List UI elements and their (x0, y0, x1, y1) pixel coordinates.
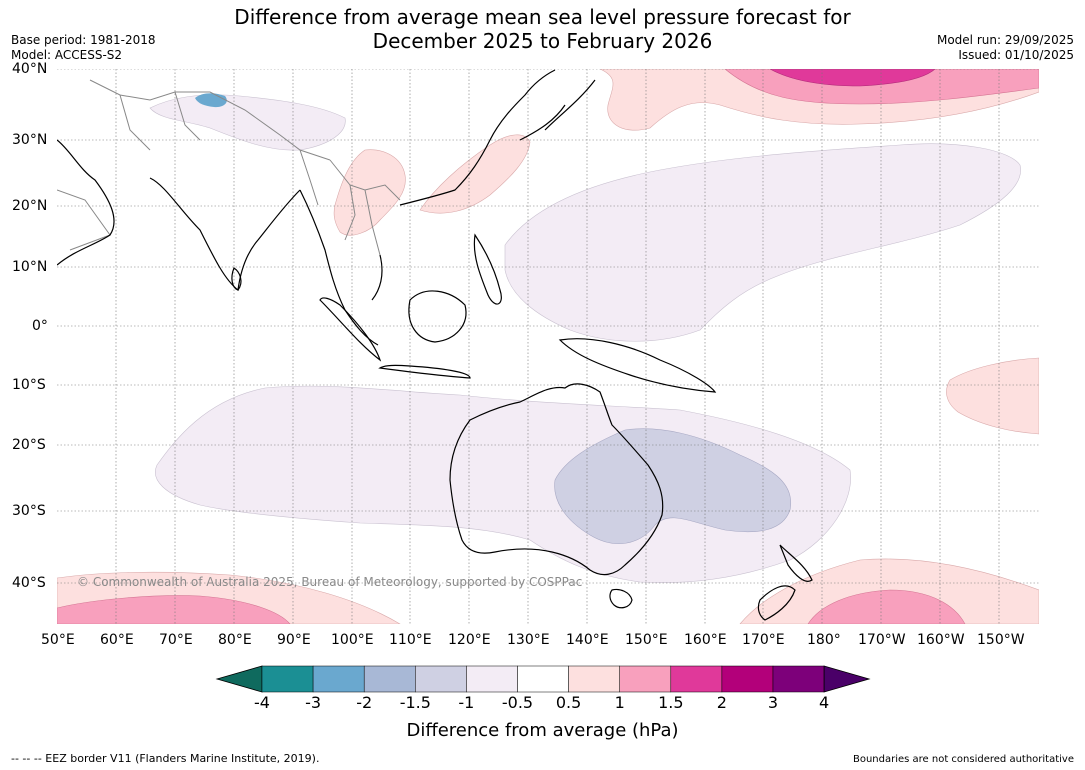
anomaly-region-north-pacific (504, 143, 1021, 342)
lon-label-170w: 170°W (858, 632, 906, 648)
lon-label-90e: 90°E (277, 632, 311, 648)
colorbar-tick-label: -3 (305, 693, 322, 712)
new-zealand-coast (757, 544, 813, 621)
colorbar-tick-label: -4 (254, 693, 270, 712)
coastlines (57, 69, 813, 621)
anomaly-region-north-pacific-1-5 (769, 69, 936, 87)
java-coast (378, 364, 471, 379)
colorbar-segment (517, 665, 569, 693)
lat-label-0: 0° (32, 318, 48, 334)
lon-label-70e: 70°E (159, 632, 193, 648)
lon-label-120e: 120°E (448, 632, 491, 648)
colorbar-tick-label: 1.5 (658, 693, 684, 712)
eez-note: -- -- -- EEZ border V11 (Flanders Marine… (11, 752, 320, 765)
colorbar-segment (415, 665, 467, 693)
lon-label-150e: 150°E (625, 632, 668, 648)
model-name: Model: ACCESS-S2 (11, 48, 123, 62)
anomaly-region-australia (554, 428, 792, 544)
lat-label-20n: 20°N (12, 198, 48, 214)
colorbar-segment (772, 665, 825, 693)
australia-coast (449, 383, 664, 576)
anomaly-region-himalaya (149, 94, 346, 151)
colorbar-tick-label: 2 (716, 693, 727, 712)
philippines-coast (473, 233, 502, 305)
colorbar-tick-label: -0.5 (501, 693, 534, 712)
lat-label-30s: 30°S (12, 503, 46, 519)
borneo-coast (408, 290, 467, 343)
issued-date: Issued: 01/10/2025 (958, 48, 1074, 62)
colorbar-tick-label: 0.5 (555, 693, 582, 712)
lat-label-30n: 30°N (12, 132, 48, 148)
lat-label-40s: 40°S (12, 575, 46, 591)
graticule (57, 69, 1039, 624)
lon-label-140e: 140°E (566, 632, 609, 648)
lon-label-60e: 60°E (100, 632, 134, 648)
colorbar-extend-low (215, 665, 263, 693)
anomaly-fields (57, 69, 1039, 624)
tasmania-coast (609, 588, 633, 609)
title-line-1: Difference from average mean sea level p… (234, 5, 851, 29)
colorbar-segment (568, 665, 620, 693)
lon-label-180: 180° (807, 632, 841, 648)
lat-label-20s: 20°S (12, 437, 46, 453)
lon-label-160w: 160°W (917, 632, 965, 648)
colorbar-extend-high (823, 665, 871, 693)
colorbar-tick-label: 1 (614, 693, 625, 712)
colorbar-tick-label: -2 (356, 693, 373, 712)
colorbar-segment (261, 665, 314, 693)
lat-label-10s: 10°S (12, 377, 46, 393)
chart-title: Difference from average mean sea level p… (0, 5, 1085, 53)
disclaimer: Boundaries are not considered authoritat… (852, 754, 1074, 765)
lon-label-50e: 50°E (41, 632, 75, 648)
lon-label-100e: 100°E (331, 632, 374, 648)
sumatra-coast (319, 297, 382, 362)
korea-japan-coast (519, 79, 596, 141)
colorbar-segment (670, 665, 723, 693)
colorbar-label: Difference from average (hPa) (406, 720, 679, 741)
colorbar-segment (619, 665, 672, 693)
lon-label-80e: 80°E (218, 632, 252, 648)
arabia-coast (57, 139, 115, 266)
model-run: Model run: 29/09/2025 (936, 33, 1074, 47)
colorbar-tick-label: -1.5 (399, 693, 431, 712)
lon-label-170e: 170°E (742, 632, 785, 648)
lon-label-110e: 110°E (389, 632, 432, 648)
colorbar-segment (312, 665, 365, 693)
anomaly-region-southern-west-1 (57, 595, 291, 624)
new-guinea-coast (558, 338, 717, 393)
southeast-asia-coast (299, 69, 556, 346)
colorbar-tick-label: 4 (819, 693, 830, 712)
copyright-notice: © Commonwealth of Australia 2025, Bureau… (77, 575, 583, 589)
base-period: Base period: 1981-2018 (11, 33, 156, 47)
sri-lanka-coast (231, 267, 242, 291)
colorbar-segment (466, 665, 518, 693)
anomaly-region-south-pacific (946, 357, 1039, 435)
country-borders (57, 79, 401, 256)
colorbar-segment (721, 665, 774, 693)
title-line-2: December 2025 to February 2026 (372, 29, 713, 53)
anomaly-region-southern-east-1 (807, 589, 966, 624)
lat-label-10n: 10°N (12, 259, 48, 275)
lat-label-40n: 40°N (12, 61, 48, 77)
colorbar-tick-label: -1 (458, 693, 475, 712)
colorbar-segment (363, 665, 416, 693)
lon-label-150w: 150°W (977, 632, 1025, 648)
colorbar (215, 665, 871, 693)
colorbar-tick-label: 3 (767, 693, 779, 712)
lon-label-160e: 160°E (684, 632, 727, 648)
lon-label-130e: 130°E (507, 632, 550, 648)
